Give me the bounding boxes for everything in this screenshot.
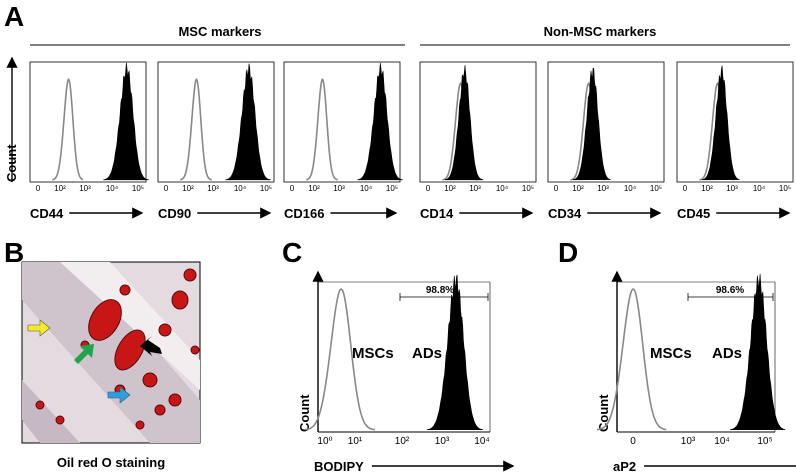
tick-label: 10⁵ [650, 184, 662, 193]
x-axis-label: aP2 [613, 459, 636, 474]
plot-frame [283, 61, 401, 183]
group-title: MSC markers [178, 24, 261, 39]
tick-label: 10³ [79, 184, 91, 193]
gate-label: 98.8% [426, 285, 454, 296]
tick-label: 10⁵ [757, 436, 772, 447]
tick-label: 0 [164, 184, 169, 193]
tick-label: 10² [54, 184, 66, 193]
tick-label: 10² [182, 184, 194, 193]
tick-label: 0 [36, 184, 41, 193]
tick-label: 10³ [207, 184, 219, 193]
tick-label: 10¹ [348, 436, 363, 447]
histogram [357, 62, 403, 181]
curve-label: MSCs [650, 345, 692, 362]
tick-label: 10⁴ [474, 436, 489, 447]
curve-label: ADs [712, 345, 742, 362]
tick-label: 10² [308, 184, 320, 193]
tick-label: 10⁵ [260, 184, 272, 193]
tick-label: 10⁴ [234, 184, 247, 193]
tick-label: 0 [630, 436, 636, 447]
histogram [52, 78, 84, 181]
plot-frame [547, 61, 665, 183]
histogram [304, 288, 376, 431]
panel-label: B [4, 237, 24, 268]
plot-frame [29, 61, 147, 183]
marker-label: CD45 [677, 206, 710, 221]
marker-label: CD14 [420, 206, 454, 221]
tick-label: 10³ [333, 184, 345, 193]
panel-label: D [558, 237, 578, 268]
panel-label: C [282, 237, 302, 268]
histogram [225, 63, 271, 181]
tick-label: 10⁰ [317, 436, 332, 447]
tick-label: 10² [701, 184, 713, 193]
marker-label: CD166 [284, 206, 324, 221]
tick-label: 10⁴ [624, 184, 637, 193]
staining-image [21, 261, 201, 444]
plot-frame [157, 61, 275, 183]
group-title: Non-MSC markers [544, 24, 657, 39]
tick-label: 10³ [726, 184, 738, 193]
histogram [701, 65, 740, 181]
tick-label: 10³ [597, 184, 609, 193]
curve-label: ADs [412, 345, 442, 362]
caption: Oil red O staining [57, 455, 165, 470]
panel-label: A [4, 1, 24, 32]
marker-label: CD90 [158, 206, 191, 221]
tick-label: 10² [444, 184, 456, 193]
y-axis-label: Count [596, 394, 611, 432]
histogram [426, 274, 484, 430]
tick-label: 10⁴ [360, 184, 373, 193]
gate-label: 98.6% [716, 285, 744, 296]
histogram [180, 78, 212, 181]
marker-label: CD44 [30, 206, 64, 221]
tick-label: 10³ [435, 436, 450, 447]
tick-label: 10⁴ [753, 184, 766, 193]
tick-label: 10⁴ [106, 184, 119, 193]
y-axis-label: Count [4, 144, 19, 182]
curve-label: MSCs [352, 345, 394, 362]
tick-label: 0 [426, 184, 431, 193]
plot-frame [676, 61, 794, 183]
tick-label: 10⁴ [714, 436, 729, 447]
histogram [103, 62, 149, 181]
histogram [306, 78, 338, 181]
plot-frame [419, 61, 537, 183]
tick-label: 0 [554, 184, 559, 193]
tick-label: 10⁵ [132, 184, 144, 193]
marker-label: CD34 [548, 206, 582, 221]
tick-label: 10⁵ [386, 184, 398, 193]
tick-label: 0 [683, 184, 688, 193]
histogram [729, 273, 786, 430]
histogram [444, 65, 484, 181]
tick-label: 10⁵ [522, 184, 534, 193]
tick-label: 10² [395, 436, 410, 447]
histogram [596, 288, 667, 431]
tick-label: 10³ [469, 184, 481, 193]
tick-label: 10² [572, 184, 584, 193]
histogram [572, 67, 611, 181]
tick-label: 0 [290, 184, 295, 193]
tick-label: 10³ [681, 436, 696, 447]
tick-label: 10⁴ [496, 184, 509, 193]
x-axis-label: BODIPY [314, 459, 364, 474]
tick-label: 10⁵ [779, 184, 791, 193]
y-axis-label: Count [297, 394, 312, 432]
